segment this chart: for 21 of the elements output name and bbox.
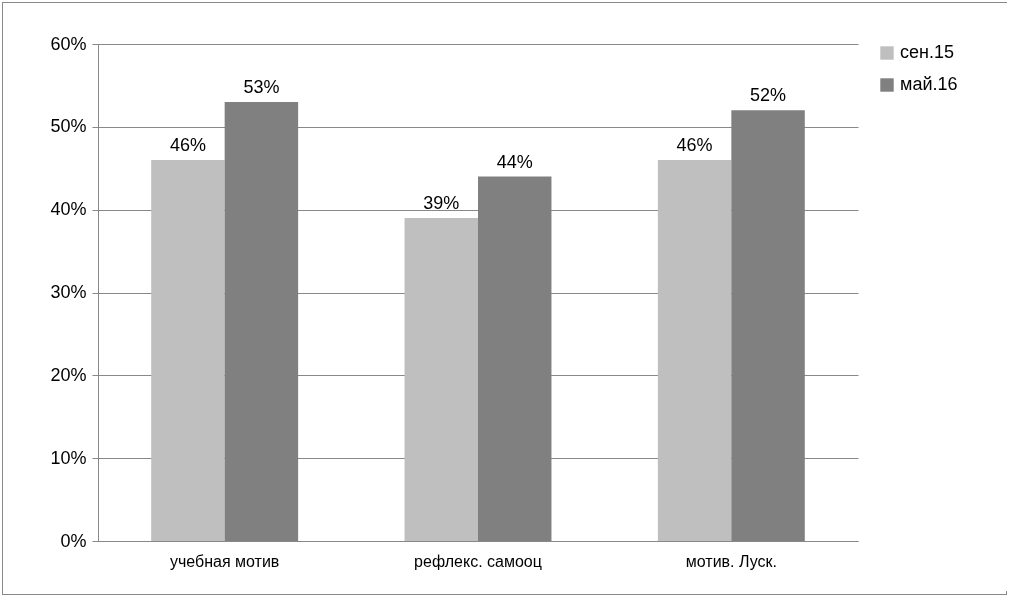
y-tick-label: 10% [50,447,87,468]
x-tick-label: рефлекс. самооц [414,552,542,570]
data-label: 53% [243,76,280,97]
y-tick-label: 30% [50,282,87,302]
x-tick-label: учебная мотив [169,552,280,570]
x-tick-label: мотив. Луск. [685,552,777,570]
data-label: 44% [496,151,533,172]
legend-label: сен.15 [900,42,954,62]
bar [151,159,225,541]
y-tick-label: 50% [50,116,87,137]
y-tick-label: 0% [60,530,87,551]
data-label: 46% [169,134,206,155]
bar [657,159,732,541]
y-tick-label: 40% [50,199,87,220]
bar [404,217,478,541]
data-label: 52% [750,85,787,106]
y-tick-label: 20% [50,364,87,385]
data-label: 46% [676,134,713,155]
y-tick-label: 60% [50,33,87,54]
data-label: 39% [423,192,460,213]
legend-label: май.16 [900,74,958,94]
